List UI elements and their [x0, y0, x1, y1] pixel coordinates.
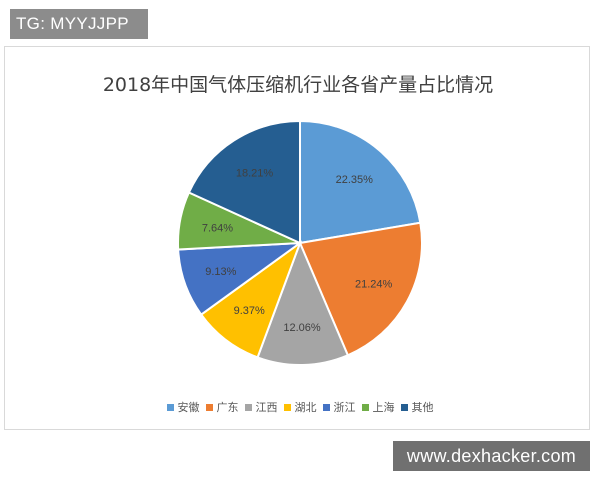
watermark-bottom: www.dexhacker.com — [393, 441, 590, 471]
slice-label-2: 12.06% — [283, 322, 321, 334]
legend-item-6: 其他 — [400, 399, 434, 415]
slice-label-3: 9.37% — [234, 305, 265, 317]
legend-label-1: 广东 — [216, 401, 239, 414]
pie-slice-0 — [299, 119, 422, 245]
chart-title: 2018年中国气体压缩机行业各省产量占比情况 — [102, 74, 494, 96]
legend-swatch-4 — [322, 403, 330, 411]
slice-label-1: 21.24% — [355, 278, 393, 290]
slice-label-0: 22.35% — [336, 174, 374, 186]
pie-slice-1 — [298, 221, 423, 357]
pie-slice-2 — [256, 240, 350, 366]
legend-swatch-2 — [244, 403, 252, 411]
legend-label-3: 湖北 — [294, 401, 317, 414]
legend-item-0: 安徽 — [166, 399, 200, 415]
legend-label-2: 江西 — [255, 401, 278, 414]
legend-swatch-0 — [166, 403, 174, 411]
legend-label-4: 浙江 — [333, 401, 356, 414]
legend-swatch-6 — [400, 403, 408, 411]
legend-item-5: 上海 — [361, 399, 395, 415]
legend-item-4: 浙江 — [322, 399, 356, 415]
legend-swatch-3 — [283, 403, 291, 411]
legend-label-0: 安徽 — [177, 401, 200, 414]
legend-swatch-1 — [205, 403, 213, 411]
legend-item-3: 湖北 — [283, 399, 317, 415]
legend-swatch-5 — [361, 403, 369, 411]
slice-label-6: 18.21% — [236, 167, 274, 179]
watermark-top: TG: MYYJJPP — [10, 9, 148, 39]
legend-label-5: 上海 — [372, 401, 395, 414]
slice-label-5: 7.64% — [202, 222, 233, 234]
legend: 安徽 广东 江西 湖北 浙江 上海 其他 — [0, 399, 600, 415]
legend-label-6: 其他 — [411, 401, 434, 414]
legend-item-2: 江西 — [244, 399, 278, 415]
legend-item-1: 广东 — [205, 399, 239, 415]
pie-slice-6 — [187, 119, 301, 245]
slice-label-4: 9.13% — [205, 266, 236, 278]
